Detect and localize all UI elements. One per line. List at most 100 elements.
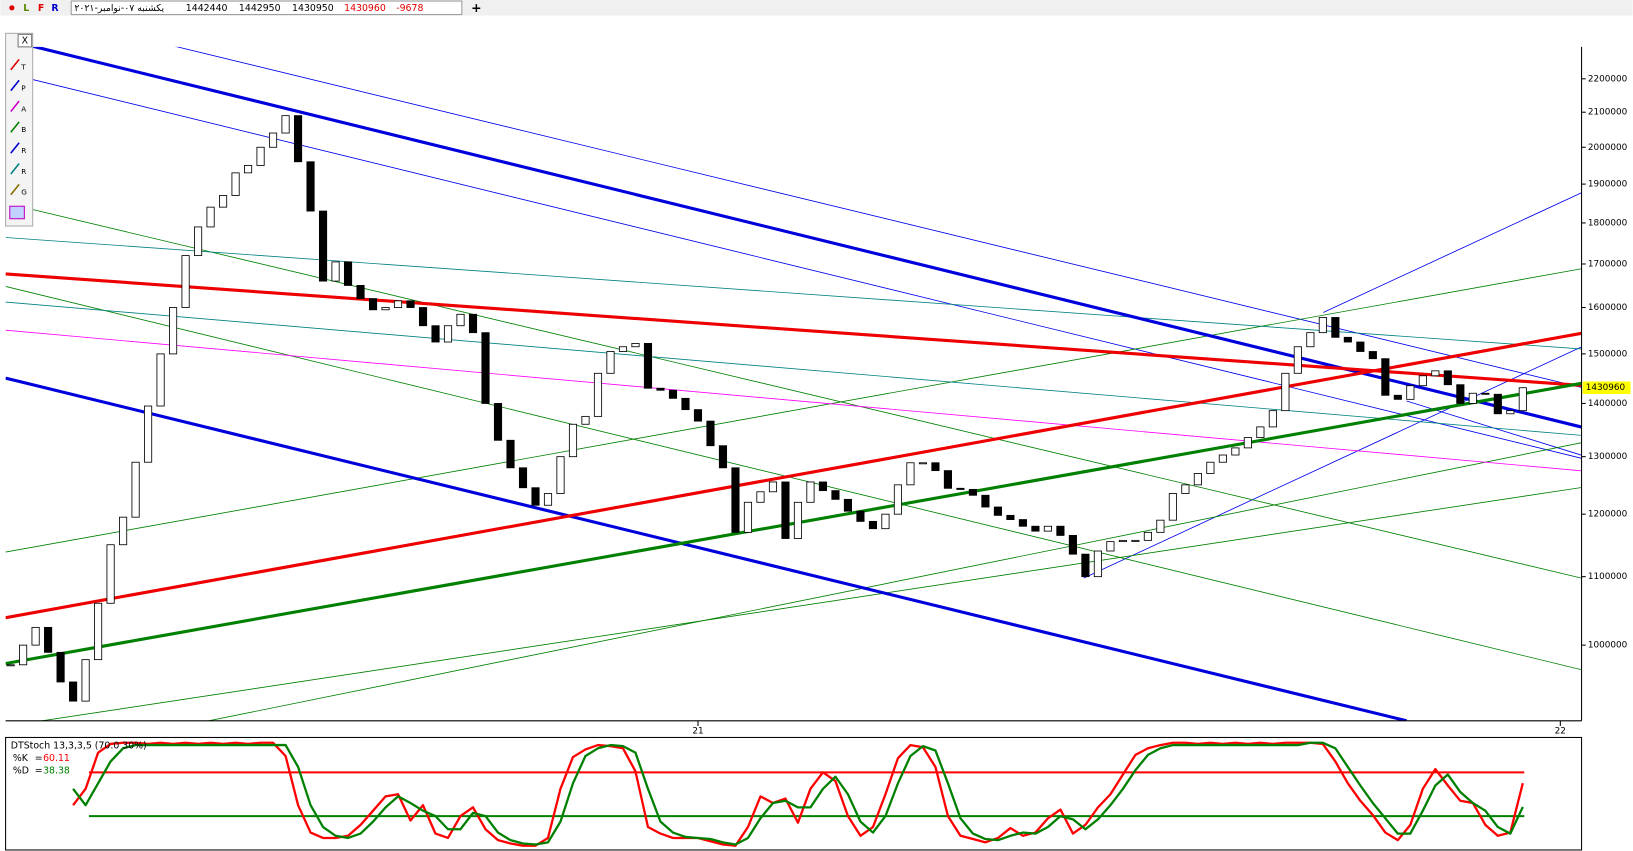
candle	[256, 146, 265, 166]
tool-letter[interactable]: P	[21, 84, 26, 93]
candle	[1368, 351, 1377, 360]
trendline	[5, 202, 1582, 579]
candle	[456, 313, 465, 327]
price-tag-label: 1430960	[1586, 383, 1626, 393]
mode-l[interactable]: L	[23, 3, 29, 14]
candle	[19, 644, 28, 666]
candle	[993, 506, 1002, 516]
candle	[368, 298, 378, 311]
candle	[893, 484, 903, 515]
candle	[718, 445, 728, 469]
candle	[581, 415, 590, 425]
high: 1442950	[239, 3, 281, 14]
candle	[393, 300, 403, 308]
close-button[interactable]: X	[22, 36, 29, 47]
candle	[1518, 387, 1527, 412]
tool-icon	[10, 142, 20, 154]
candle	[618, 346, 628, 352]
add-button[interactable]: +	[471, 0, 481, 15]
candle	[668, 389, 678, 399]
candle	[643, 343, 653, 389]
candle	[343, 261, 353, 286]
tool-icon	[10, 100, 20, 112]
candle	[856, 510, 865, 522]
trendline	[5, 331, 1582, 620]
candle	[1256, 426, 1265, 439]
trendline	[1083, 346, 1582, 579]
tool-letter[interactable]: A	[21, 104, 26, 113]
candle	[1193, 473, 1202, 486]
candle	[1343, 336, 1352, 343]
candle	[906, 462, 915, 486]
candle	[1493, 393, 1502, 415]
candle	[681, 397, 690, 411]
tool-letter[interactable]: G	[21, 188, 27, 197]
trendline	[41, 487, 1582, 721]
indicator-title: DTStoch 13,3,3,5 (70.0 30%)	[11, 740, 147, 751]
trendline	[5, 301, 1582, 436]
candle	[1068, 535, 1077, 555]
candle	[943, 470, 952, 489]
close-box[interactable]	[17, 33, 33, 48]
candle	[169, 307, 178, 355]
candle	[1081, 553, 1090, 578]
candle	[443, 325, 453, 343]
candle	[693, 409, 703, 422]
mode-f[interactable]: F	[38, 3, 44, 14]
candle	[281, 115, 290, 134]
tool-letter[interactable]: R	[21, 146, 26, 155]
candle	[1106, 541, 1115, 552]
legend-name: %D	[13, 765, 29, 776]
candle	[631, 343, 640, 348]
candle	[1031, 525, 1040, 532]
mode-r[interactable]: R	[51, 3, 59, 14]
candle	[44, 626, 53, 653]
candle	[219, 195, 228, 208]
candle	[1281, 372, 1290, 412]
y-tick-label: 1700000	[1588, 259, 1628, 269]
y-tick-label: 1400000	[1588, 399, 1628, 409]
candle	[1393, 394, 1402, 400]
candle	[1468, 392, 1477, 404]
tool-letter[interactable]: T	[20, 63, 26, 72]
candle	[1231, 447, 1240, 456]
candle	[231, 172, 240, 196]
candle	[768, 481, 778, 493]
tool-icon	[10, 79, 20, 92]
candle	[1443, 370, 1452, 386]
trendline	[1323, 192, 1582, 313]
tool-letter[interactable]: R	[21, 167, 26, 176]
candle	[831, 490, 840, 500]
y-tick-label: 1000000	[1588, 641, 1628, 651]
candle	[94, 602, 103, 661]
candle	[1043, 525, 1052, 532]
candle	[531, 487, 540, 506]
candle	[293, 115, 303, 163]
y-tick-label: 1900000	[1588, 180, 1628, 190]
change: -9678	[396, 3, 423, 14]
candle	[956, 487, 965, 490]
candle	[568, 423, 578, 458]
candle	[1431, 370, 1440, 377]
tool-letter[interactable]: B	[21, 125, 26, 134]
tool-icon	[10, 58, 20, 71]
y-tick-label: 1800000	[1588, 218, 1628, 228]
candle	[56, 651, 65, 683]
candle	[306, 161, 315, 212]
candle	[1381, 358, 1390, 396]
candle	[656, 387, 665, 391]
candle	[206, 206, 215, 228]
y-tick-label: 1600000	[1588, 303, 1628, 313]
candle	[131, 461, 140, 518]
candle	[743, 501, 753, 533]
candle	[1306, 332, 1315, 348]
y-tick-label: 2000000	[1588, 143, 1628, 153]
candle	[706, 420, 715, 447]
trendlines	[5, 46, 1582, 721]
legend-separator: =	[35, 753, 43, 764]
candle	[493, 403, 503, 441]
candle	[268, 132, 278, 148]
candle	[1406, 385, 1415, 400]
candle	[119, 516, 128, 546]
